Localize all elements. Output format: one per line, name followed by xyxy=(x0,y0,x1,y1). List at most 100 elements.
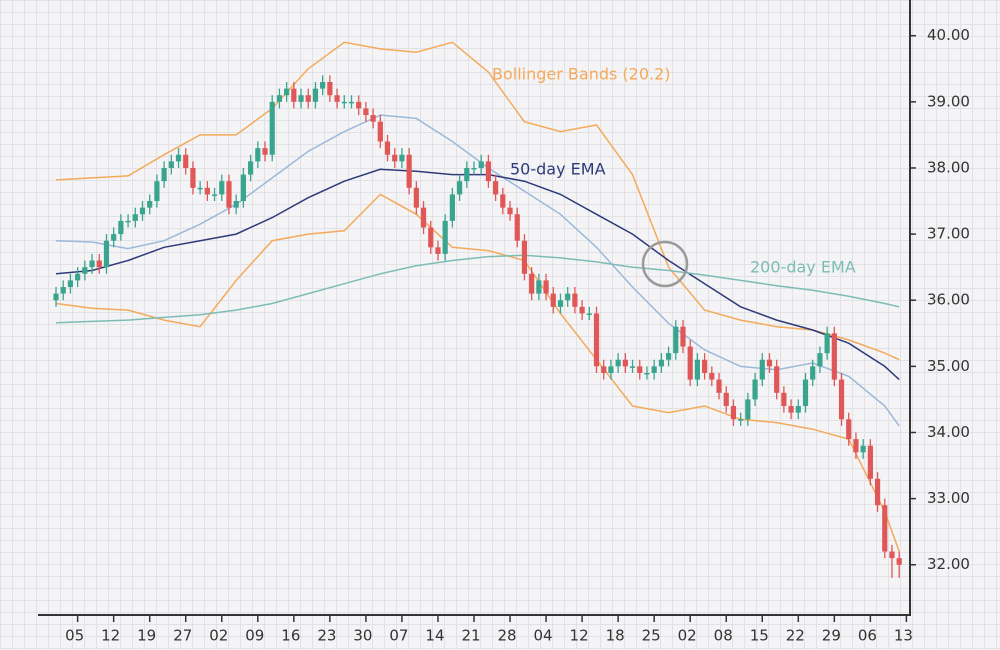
candle-body xyxy=(139,207,146,215)
y-tick-label: 33.00 xyxy=(927,489,970,507)
candle-body xyxy=(111,234,117,241)
candle-body xyxy=(291,88,297,102)
x-tick-label: 05 xyxy=(65,627,84,645)
candle-body xyxy=(420,207,427,228)
candle-body xyxy=(175,154,182,162)
candle-body xyxy=(96,260,102,268)
candle-body xyxy=(147,201,153,208)
candle-body xyxy=(709,372,715,380)
candle-body xyxy=(125,220,131,223)
candle-body xyxy=(356,101,362,109)
candle-body xyxy=(161,167,167,182)
candle-body xyxy=(312,88,319,102)
candle-body xyxy=(557,300,564,307)
candle-body xyxy=(867,445,873,479)
candle-body xyxy=(694,359,701,380)
candle-body xyxy=(60,287,66,294)
candle-body xyxy=(82,267,88,274)
candle-body xyxy=(817,353,823,367)
x-tick-label: 16 xyxy=(281,627,300,645)
candle-body xyxy=(377,121,383,142)
candle-body xyxy=(882,505,888,552)
x-tick-label: 07 xyxy=(389,627,408,645)
y-tick-label: 34.00 xyxy=(927,423,970,441)
candle-body xyxy=(702,359,708,373)
candle-body xyxy=(262,148,268,155)
candle-body xyxy=(240,174,246,202)
candle-body xyxy=(190,167,196,188)
candle-body xyxy=(759,359,765,380)
x-tick-label: 19 xyxy=(137,627,156,645)
y-tick-label: 38.00 xyxy=(927,158,970,176)
candle-body xyxy=(838,379,845,420)
candle-body xyxy=(449,194,455,221)
x-tick-label: 09 xyxy=(245,627,264,645)
candle-body xyxy=(103,240,110,268)
candle-body xyxy=(550,293,556,307)
x-tick-label: 21 xyxy=(461,627,480,645)
upper-band xyxy=(55,41,900,361)
candle-body xyxy=(781,392,787,407)
candle-body xyxy=(615,359,621,367)
x-tick-label: 14 xyxy=(425,627,444,645)
candle-body xyxy=(348,101,355,104)
candle-body xyxy=(658,359,664,367)
candle-body xyxy=(665,353,672,360)
candle-body xyxy=(298,95,304,102)
candle-body xyxy=(745,399,751,420)
y-tick-label: 36.00 xyxy=(927,291,970,309)
candle-body xyxy=(565,293,571,301)
candle-body xyxy=(738,419,744,421)
candle-body xyxy=(247,161,254,175)
candle-body xyxy=(687,346,693,380)
x-tick-label: 23 xyxy=(317,627,336,645)
x-tick-label: 02 xyxy=(678,627,697,645)
candle-body xyxy=(507,207,513,215)
y-tick-label: 40.00 xyxy=(927,26,970,44)
candle-body xyxy=(586,313,592,315)
x-tick-label: 04 xyxy=(534,627,553,645)
candle-body xyxy=(644,372,650,375)
candle-body xyxy=(795,406,801,413)
candle-body xyxy=(601,366,607,373)
y-tick-label: 39.00 xyxy=(927,92,970,110)
candle-body xyxy=(183,154,189,168)
candle-body xyxy=(276,95,283,102)
x-tick-label: 28 xyxy=(497,627,516,645)
candle-body xyxy=(572,293,578,307)
x-tick-label: 25 xyxy=(642,627,661,645)
x-tick-label: 13 xyxy=(894,627,913,645)
candle-body xyxy=(579,306,585,314)
x-tick-label: 12 xyxy=(101,627,120,645)
candle-body xyxy=(810,366,816,380)
candle-body xyxy=(399,154,405,162)
candle-body xyxy=(680,326,686,347)
candle-body xyxy=(341,101,347,104)
candle-body xyxy=(435,247,441,254)
candle-body xyxy=(730,406,737,420)
x-tick-label: 30 xyxy=(353,627,372,645)
candle-body xyxy=(305,95,311,102)
candle-body xyxy=(831,333,837,380)
candle-body xyxy=(456,181,463,195)
x-tick-label: 15 xyxy=(750,627,769,645)
x-tick-label: 08 xyxy=(714,627,733,645)
candle-body xyxy=(853,439,859,453)
candle-body xyxy=(529,273,535,294)
candle-body xyxy=(320,82,326,89)
candle-body xyxy=(392,154,398,162)
candle-body xyxy=(752,379,758,400)
candle-body xyxy=(219,181,225,195)
candle-body xyxy=(233,201,239,208)
candle-body xyxy=(132,214,138,221)
x-tick-label: 27 xyxy=(173,627,192,645)
candle-body xyxy=(327,82,333,96)
candle-body xyxy=(846,419,852,440)
candle-body xyxy=(284,88,290,96)
candle-body xyxy=(118,220,124,235)
candle-body xyxy=(154,181,160,202)
candle-body xyxy=(536,280,542,294)
candle-body xyxy=(255,148,261,162)
candle-body xyxy=(673,326,679,354)
